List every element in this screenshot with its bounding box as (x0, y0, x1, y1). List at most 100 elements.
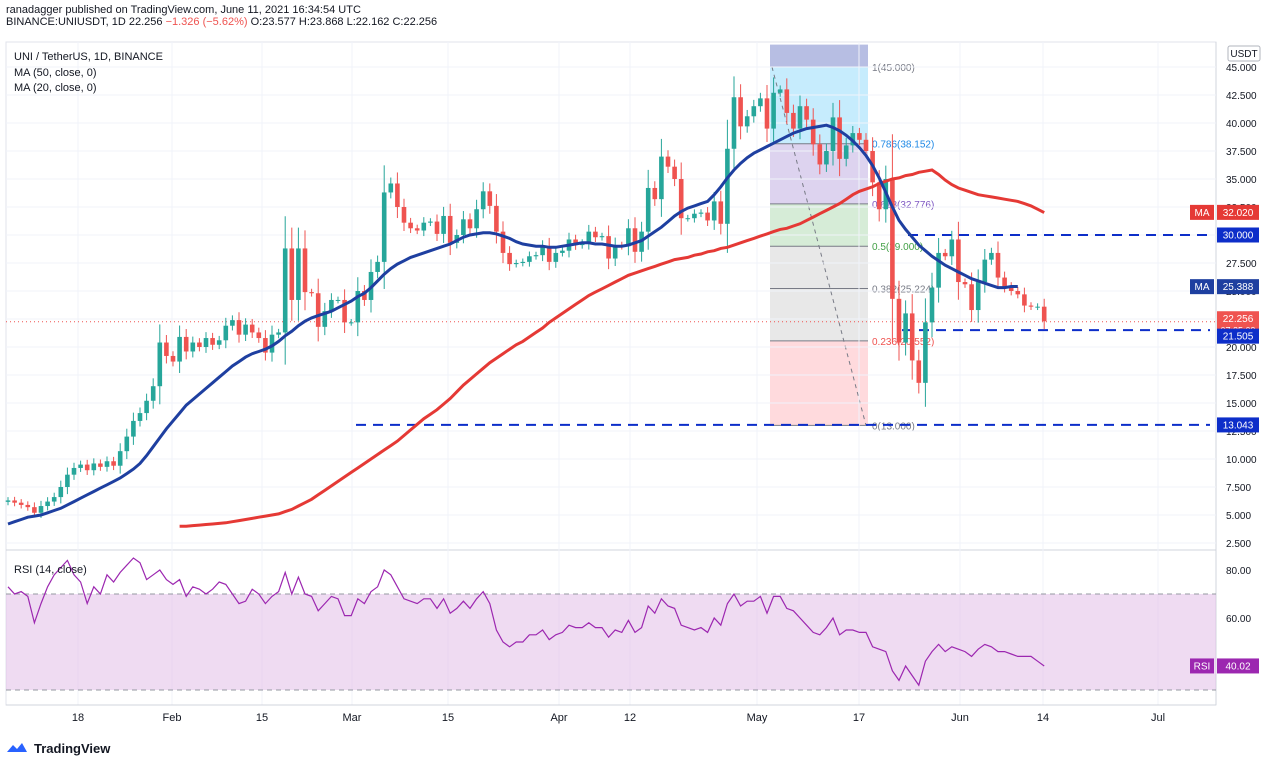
candle-body (269, 334, 275, 353)
candle-body (553, 252, 559, 262)
candle-body (540, 246, 545, 256)
candle-body (210, 338, 215, 345)
price-tick-label: 37.500 (1226, 147, 1257, 158)
candle-body (764, 98, 770, 129)
candle-body (1028, 305, 1034, 307)
candle-body (1022, 294, 1027, 306)
candle-body (441, 215, 446, 234)
rsi-line (7, 557, 1045, 687)
price-tick-label: 45.000 (1226, 63, 1257, 74)
publisher-text: ranadagger published on TradingView.com,… (6, 4, 361, 16)
candle-body (1008, 286, 1014, 291)
candle-body (25, 504, 31, 508)
candle-body (117, 451, 123, 466)
time-tick-label: May (747, 712, 768, 724)
candle-body (659, 156, 664, 200)
candle-body (408, 222, 413, 229)
price-tick-label: 42.500 (1226, 91, 1257, 102)
candle-body (520, 261, 526, 263)
horizontal-levels (6, 234, 1216, 426)
candle-body (527, 256, 532, 262)
candle-body (573, 239, 578, 246)
chart-legend: UNI / TetherUS, 1D, BINANCE MA (50, clos… (14, 51, 163, 576)
candle-body (51, 497, 57, 502)
candle-body (190, 342, 196, 352)
candle-body (474, 209, 479, 229)
candle-body (672, 166, 677, 179)
candle-body (157, 342, 163, 387)
candle-body (843, 145, 849, 159)
candle-body (678, 179, 684, 219)
time-tick-label: 15 (442, 712, 454, 724)
time-tick-label: Jun (951, 712, 969, 724)
price-tag-text: 30.000 (1223, 231, 1254, 242)
rsi-series-tag-box (1190, 658, 1214, 674)
candle-body (302, 248, 308, 293)
candle-body (236, 320, 242, 335)
candle-body (421, 222, 427, 231)
candle-body (995, 252, 1001, 278)
candle-body (975, 282, 981, 311)
candle-body (599, 236, 605, 238)
price-tick-label: 7.500 (1226, 483, 1251, 494)
candle-body (124, 436, 130, 452)
candle-body (777, 89, 783, 93)
candle-body (560, 250, 565, 253)
fib-level-label: 1(45.000) (872, 63, 915, 74)
footer: TradingView (6, 738, 110, 758)
candle-body (606, 236, 611, 259)
candle-body (923, 322, 928, 383)
candle-body (355, 291, 361, 323)
candle-body (131, 420, 136, 437)
time-tick-label: 14 (1037, 712, 1049, 724)
candle-body (711, 201, 717, 221)
price-tick-label: 10.000 (1226, 455, 1257, 466)
candle-body (388, 183, 394, 193)
candle-body (197, 342, 202, 347)
price-tag-text: 13.043 (1223, 420, 1254, 431)
rsi-tag-box (1217, 658, 1259, 674)
legend-rsi: RSI (14, close) (14, 564, 87, 576)
rsi-tick-label: 80.00 (1226, 566, 1251, 577)
time-tick-label: 18 (72, 712, 84, 724)
candle-body (632, 228, 638, 252)
symbol-quote: BINANCE:UNIUSDT, 1D 22.256 −1.326 (−5.62… (6, 16, 437, 28)
price-tag-box (1217, 279, 1259, 295)
candle-body (32, 507, 37, 513)
candle-body (969, 284, 974, 311)
candle-body (38, 506, 44, 513)
legend-ma50: MA (50, close, 0) (14, 67, 97, 79)
candle-body (362, 291, 367, 300)
candle-body (243, 324, 248, 335)
symbol-text: BINANCE:UNIUSDT, 1D (6, 16, 126, 28)
candle-body (91, 463, 97, 471)
series-tag-text: MA (1195, 208, 1210, 219)
candle-body (507, 252, 512, 265)
candle-body (111, 461, 116, 466)
time-tick-label: Feb (163, 712, 182, 724)
candle-body (401, 207, 407, 223)
candle-body (480, 191, 486, 210)
candle-body (810, 119, 816, 145)
candle-body (1015, 291, 1021, 295)
candle-body (513, 263, 519, 265)
candle-body (434, 221, 440, 234)
candle-body (1041, 306, 1047, 322)
time-tick-label: Jul (1151, 712, 1165, 724)
candle-body (150, 386, 156, 401)
candle-body (282, 248, 288, 333)
price-axis: 45.00042.50040.00037.50035.00032.50030.0… (1226, 63, 1257, 625)
price-tags: 32.020MA30.00025.388MA22.25607:25:0921.5… (1190, 204, 1259, 674)
price-tick-label: 17.500 (1226, 371, 1257, 382)
currency-tag: USDT (1227, 45, 1261, 62)
candle-body (718, 201, 724, 224)
currency-tag-box (1227, 45, 1261, 62)
candle-body (744, 116, 750, 127)
price-tag-box (1217, 328, 1259, 344)
candle-body (929, 287, 935, 323)
candle-body (817, 144, 823, 165)
candle-body (626, 228, 631, 247)
fib-zone (770, 246, 868, 289)
candle-body (896, 298, 902, 343)
